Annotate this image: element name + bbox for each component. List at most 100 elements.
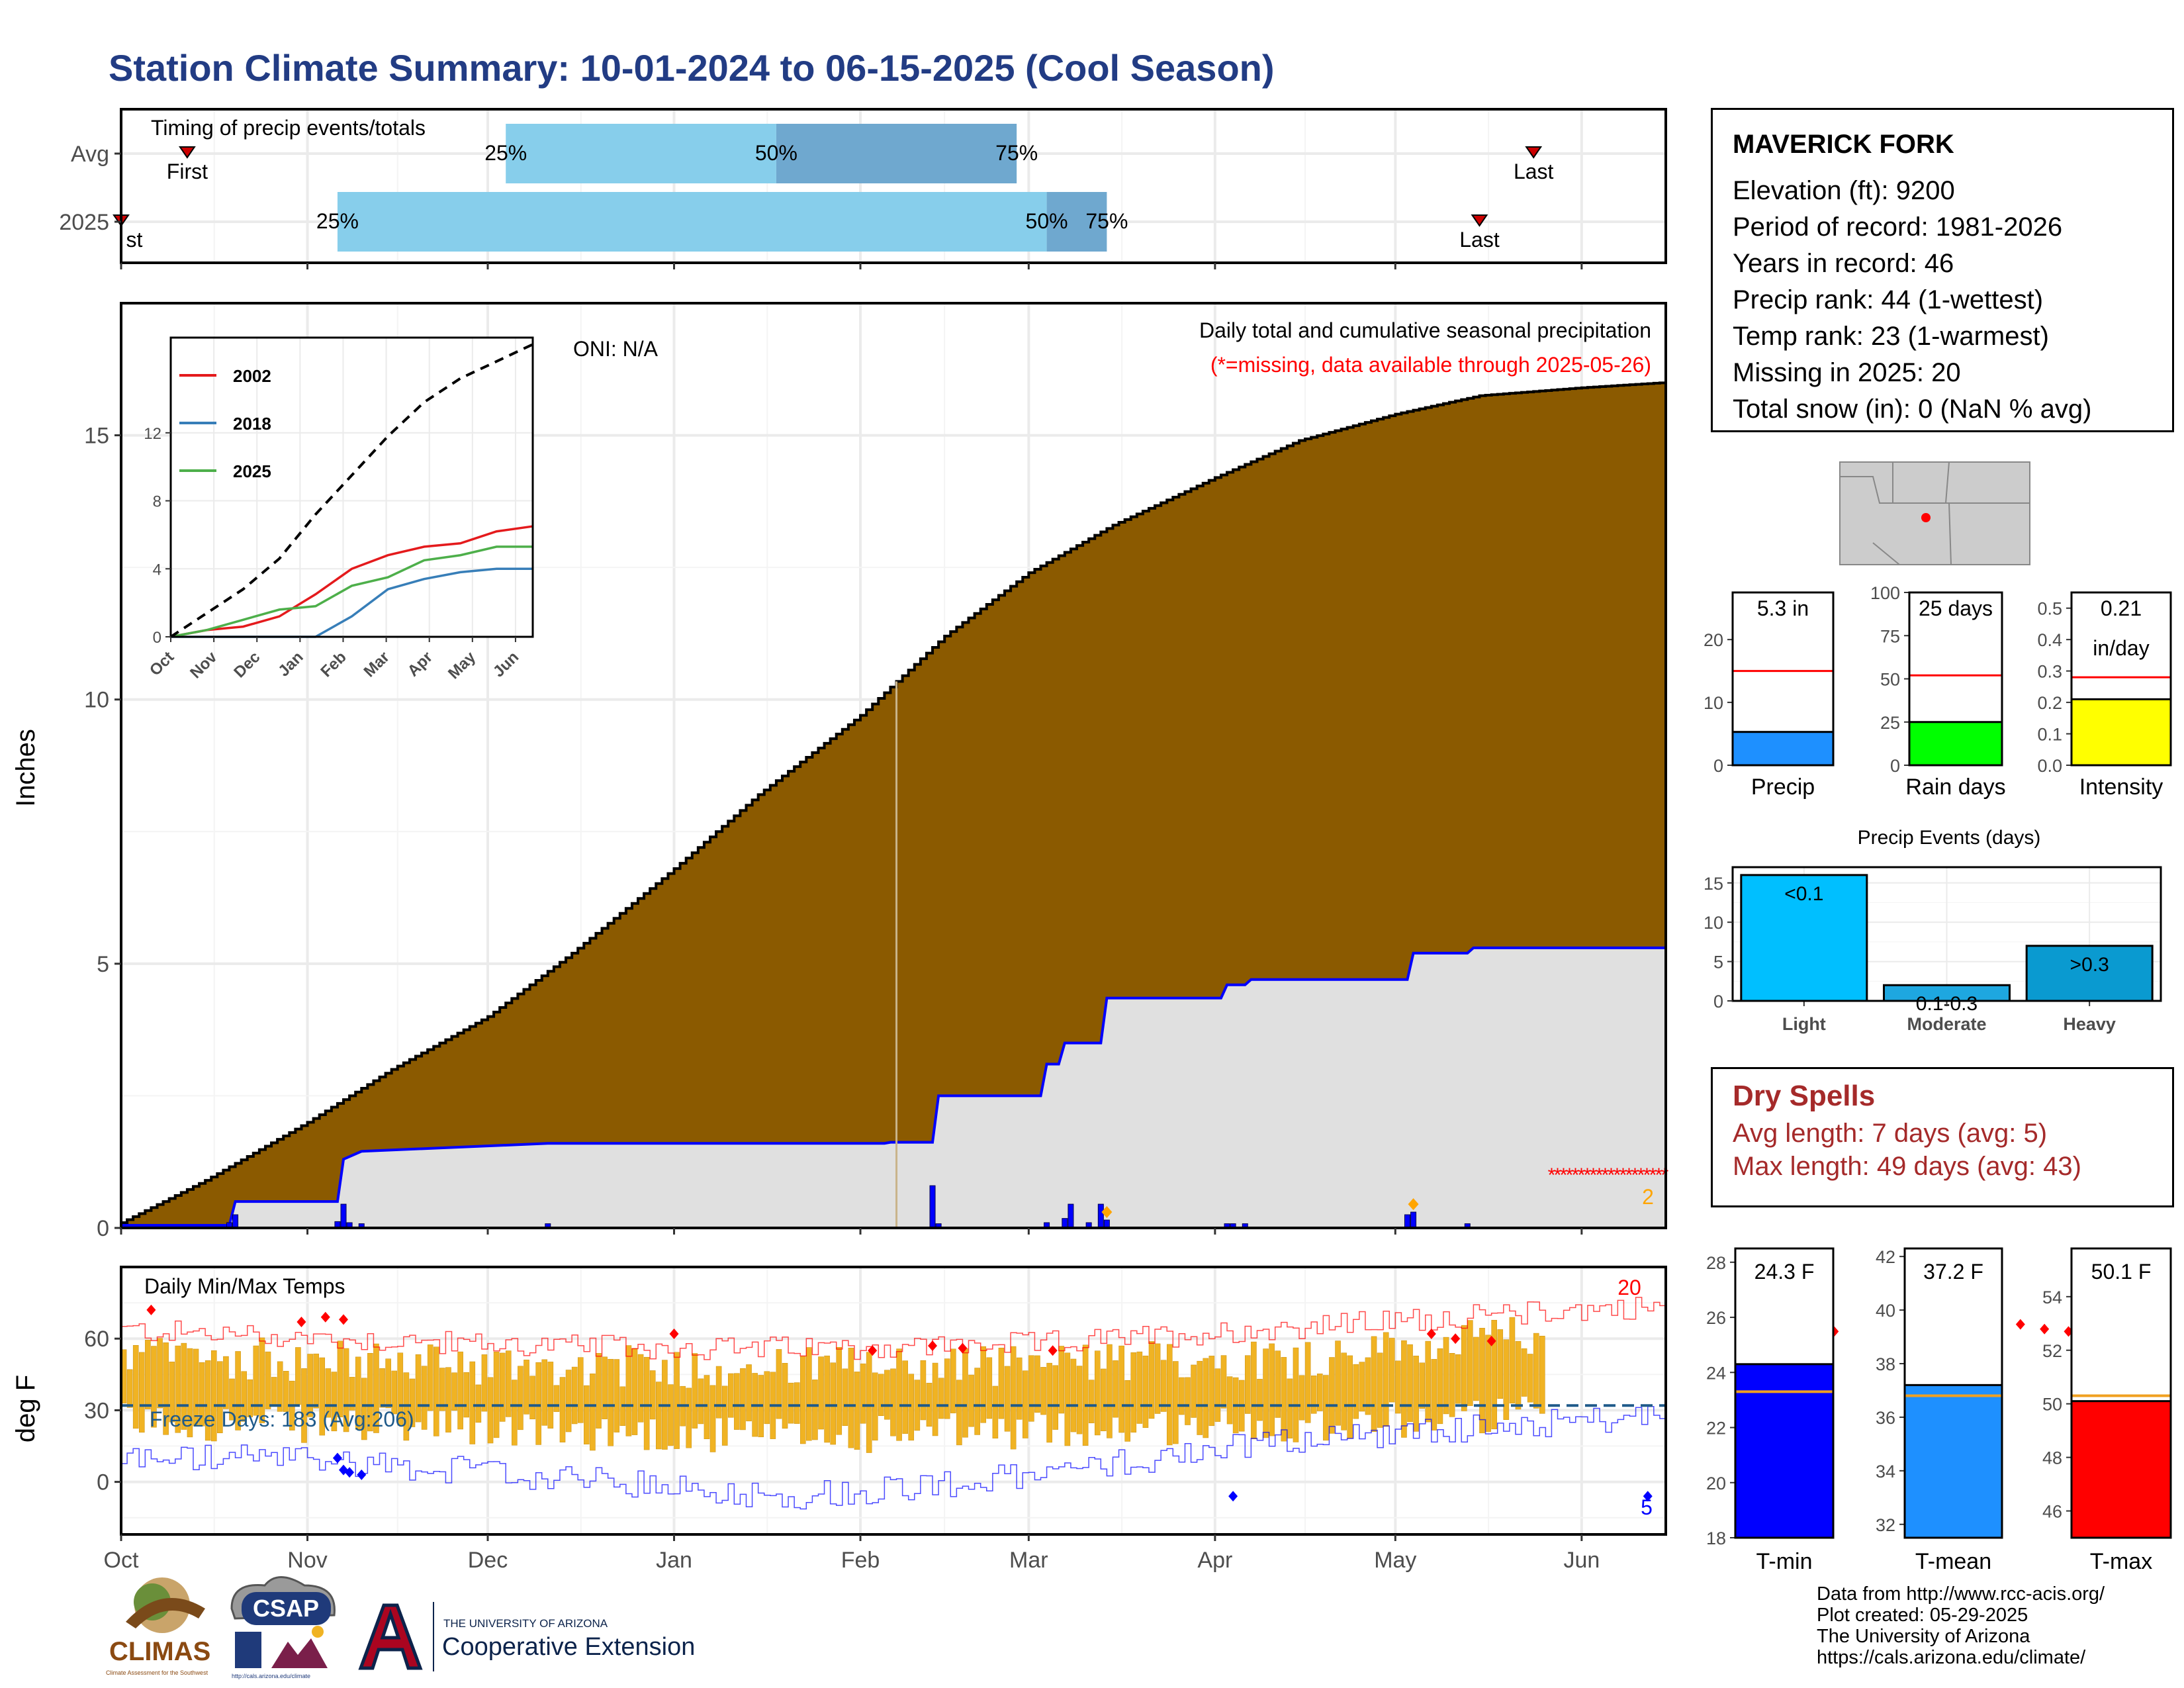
daily-temp-bar: [559, 1377, 566, 1442]
daily-temp-bar: [1191, 1364, 1197, 1418]
cumulative-y-axis-label: Inches: [11, 729, 40, 807]
daily-temp-bar: [1467, 1320, 1473, 1406]
daily-precip-bar: [929, 1185, 936, 1229]
y-tick-label: 0.4: [2037, 630, 2062, 650]
daily-temp-bar: [734, 1373, 740, 1430]
daily-temp-bar: [1473, 1336, 1479, 1401]
daily-temp-bar: [253, 1345, 259, 1416]
missing-day-marker: *: [1596, 1164, 1604, 1186]
daily-temp-bar: [541, 1359, 548, 1426]
daily-temp-bar: [1046, 1362, 1052, 1443]
daily-temp-bar: [571, 1366, 578, 1425]
record-high-marker: [320, 1311, 330, 1323]
station-info-line: Precip rank: 44 (1-wettest): [1733, 285, 2044, 314]
summary-bar-precip: [1731, 731, 1835, 767]
y-tick-label: 18: [1706, 1528, 1726, 1548]
daily-temp-bar: [986, 1357, 993, 1419]
daily-temp-bar: [132, 1345, 139, 1429]
record-high-marker: [928, 1340, 938, 1352]
daily-temp-bar: [1263, 1348, 1269, 1438]
daily-temp-bar: [1503, 1339, 1510, 1420]
daily-temp-bar: [818, 1356, 824, 1430]
daily-temp-bar: [1154, 1343, 1161, 1414]
y-tick-label: 0.3: [2037, 662, 2062, 682]
record-high-marker: [1048, 1345, 1058, 1356]
daily-temp-bar: [878, 1374, 884, 1417]
daily-temp-bar: [265, 1351, 271, 1409]
cum-2025-line: [121, 946, 1666, 1227]
summary-value-label: 5.3 in: [1757, 596, 1809, 620]
record-max-line: [121, 1297, 1666, 1360]
record-high-marker: [2015, 1319, 2025, 1330]
event-category-label: Moderate: [1907, 1014, 1986, 1034]
daily-temp-bar: [860, 1363, 866, 1424]
y-tick-label: 0: [1890, 756, 1900, 776]
daily-temp-bar: [1118, 1345, 1124, 1433]
daily-temp-bar: [175, 1345, 181, 1433]
y-tick-label: 32: [1876, 1515, 1895, 1535]
y-tick-label: 10: [84, 688, 109, 713]
daily-temp-bar: [1142, 1355, 1149, 1429]
timing-marker-last: [1471, 214, 1488, 227]
station-info-line: Total snow (in): 0 (NaN % avg): [1733, 395, 2092, 424]
daily-temp-bar: [475, 1384, 482, 1423]
summary-x-label: Intensity: [2079, 774, 2163, 800]
y-tick-label: 24: [1706, 1363, 1726, 1383]
summary-value-label: 0.21: [2101, 596, 2142, 620]
daily-temp-bar: [277, 1361, 283, 1412]
daily-temp-bar: [1148, 1341, 1155, 1419]
inset-y-tick-label: 4: [153, 561, 161, 579]
cumulative-subtitle: (*=missing, data available through 2025-…: [1210, 353, 1651, 377]
record-high-marker: [339, 1314, 349, 1325]
x-tick-label: Oct: [104, 1548, 139, 1573]
daily-temp-bar: [145, 1339, 151, 1409]
daily-temp-bar: [1497, 1329, 1504, 1399]
daily-temp-bar: [614, 1359, 620, 1432]
record-high-marker: [146, 1304, 156, 1315]
y-tick-label: 10: [1704, 913, 1723, 933]
daily-temp-bar: [518, 1366, 523, 1430]
daily-temp-bar: [457, 1351, 463, 1430]
tmax-record-count: 20: [1617, 1276, 1641, 1299]
record-high-marker: [868, 1345, 878, 1356]
location-map: [1839, 461, 2030, 565]
daily-temp-bar: [1443, 1336, 1449, 1415]
snow-marker: [1101, 1206, 1113, 1219]
record-high-marker: [1426, 1329, 1436, 1339]
daily-temp-bar: [451, 1372, 457, 1411]
event-bar-heavy: [2025, 945, 2154, 1002]
daily-temp-bar: [1124, 1380, 1130, 1442]
daily-precip-bar: [1062, 1218, 1068, 1229]
daily-temp-bar: [782, 1363, 788, 1429]
daily-temp-bar: [1034, 1355, 1040, 1413]
timing-label-75: 75%: [1085, 209, 1128, 233]
csap-wordmark: CSAP: [253, 1595, 319, 1622]
daily-precip-bar: [232, 1214, 239, 1229]
daily-temp-bar: [746, 1364, 752, 1422]
daily-temp-bar: [848, 1348, 854, 1448]
daily-temp-bar: [229, 1378, 235, 1421]
station-info-line: Period of record: 1981-2026: [1733, 212, 2063, 242]
daily-temp-bar: [590, 1373, 596, 1451]
y-tick-label: 36: [1876, 1408, 1895, 1428]
dry-spells-avg: Avg length: 7 days (avg: 5): [1733, 1119, 2048, 1148]
daily-temp-bar: [1388, 1338, 1395, 1403]
daily-temp-bar: [932, 1362, 938, 1436]
timing-marker-first: [178, 146, 196, 159]
inset-bg: [171, 338, 533, 637]
daily-temp-bar: [1257, 1379, 1263, 1421]
daily-temp-bar: [325, 1368, 332, 1418]
daily-temp-bar: [1101, 1368, 1107, 1432]
daily-temp-bar: [625, 1345, 632, 1436]
daily-temp-bar: [764, 1371, 770, 1425]
missing-day-marker: *: [1608, 1164, 1615, 1186]
page-title: Station Climate Summary: 10-01-2024 to 0…: [109, 47, 1275, 89]
y-tick-label: 0.2: [2037, 693, 2062, 713]
y-tick-label: 75: [1880, 626, 1900, 646]
daily-precip-bar: [340, 1203, 347, 1229]
summary-bar-intensity: [2070, 698, 2172, 767]
daily-temp-bar: [956, 1380, 962, 1446]
daily-temp-bar: [283, 1371, 289, 1412]
daily-temp-bar: [1269, 1343, 1275, 1436]
missing-day-marker: *: [1548, 1164, 1556, 1186]
